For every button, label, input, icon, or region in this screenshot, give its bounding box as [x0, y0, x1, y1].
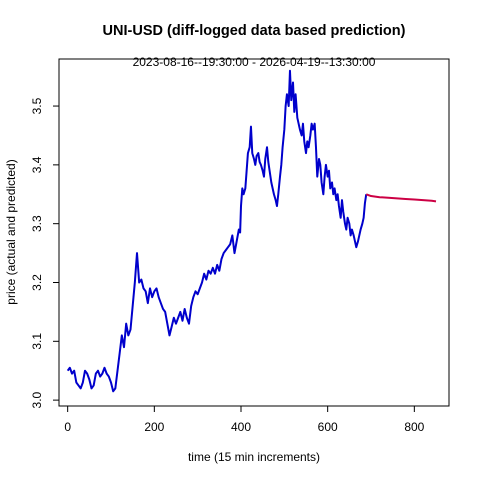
chart-subtitle: 2023-08-16--19:30:00 - 2026-04-19--13:30…	[133, 55, 376, 69]
x-tick-label: 800	[404, 420, 424, 434]
y-tick-label: 3.4	[30, 156, 44, 173]
x-axis-label: time (15 min increments)	[188, 450, 320, 464]
plot-frame	[58, 58, 450, 407]
y-tick-label: 3.1	[30, 333, 44, 350]
x-tick-label: 400	[231, 420, 251, 434]
y-tick-label: 3.3	[30, 215, 44, 232]
x-tick-label: 0	[64, 420, 71, 434]
y-tick-label: 3.0	[30, 391, 44, 408]
y-tick-label: 3.5	[30, 97, 44, 114]
x-tick-label: 600	[318, 420, 338, 434]
actual-price-line	[66, 69, 368, 393]
series-layer	[66, 69, 437, 393]
predicted-price-line	[365, 193, 437, 203]
y-tick-label: 3.2	[30, 274, 44, 291]
y-axis: 3.0 3.1 3.2 3.3 3.4 3.5	[30, 97, 59, 408]
x-axis: 0 200 400 600 800	[64, 406, 425, 434]
chart-title: UNI-USD (diff-logged data based predicti…	[103, 23, 406, 39]
y-axis-label: price (actual and predicted)	[4, 159, 18, 304]
x-tick-label: 200	[144, 420, 164, 434]
